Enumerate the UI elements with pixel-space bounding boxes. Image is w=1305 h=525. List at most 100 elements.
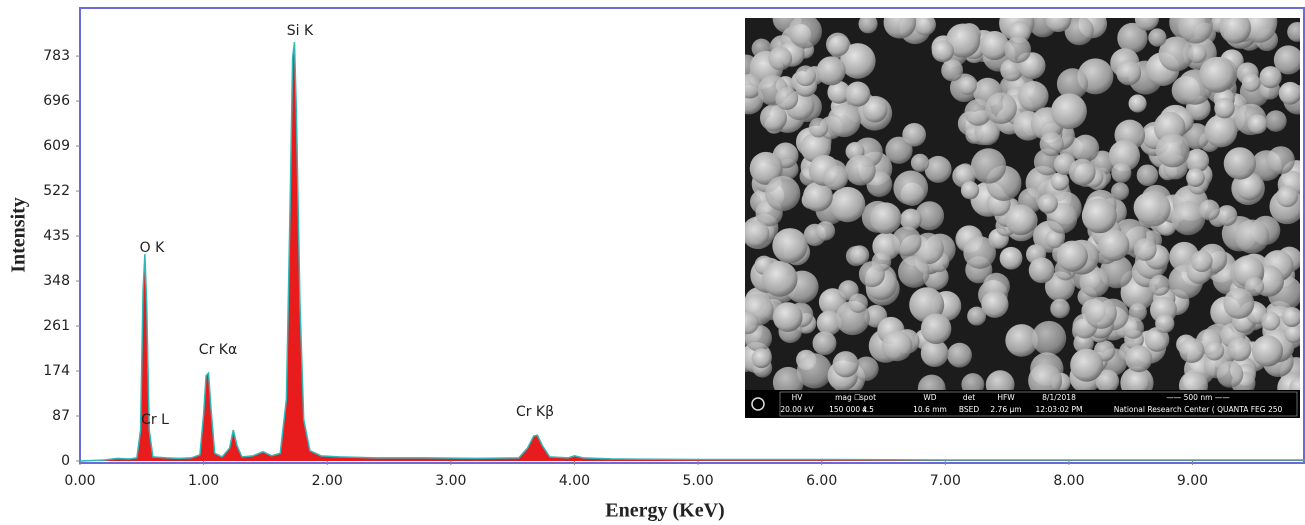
sem-particle <box>1148 28 1166 46</box>
info-value: 4.5 <box>862 405 874 414</box>
sem-particle <box>1149 275 1170 296</box>
sem-particle <box>941 59 963 81</box>
sem-particle <box>914 14 936 36</box>
sem-particle <box>932 40 954 62</box>
sem-particle <box>1223 288 1254 319</box>
sem-particle <box>859 261 885 287</box>
sem-particle <box>1082 198 1117 233</box>
sem-particle <box>893 171 928 206</box>
sem-particle <box>985 92 1017 124</box>
y-axis-label: Intensity <box>8 197 30 273</box>
sem-particle <box>1279 82 1302 105</box>
sem-particle <box>743 221 769 247</box>
peak-label: Cr L <box>141 412 169 428</box>
sem-particle <box>817 56 846 85</box>
sem-particle <box>1051 172 1069 190</box>
sem-particle <box>845 155 876 186</box>
sem-particle <box>1134 238 1157 261</box>
sem-particle <box>1191 250 1213 272</box>
sem-particle <box>1235 220 1269 254</box>
sem-particle <box>882 330 913 361</box>
sem-particle <box>1282 307 1302 327</box>
sem-particle <box>925 156 952 183</box>
x-tick-label: 3.00 <box>435 473 466 489</box>
sem-particle <box>1186 168 1205 187</box>
sem-particle <box>1070 349 1103 382</box>
sem-particle <box>768 47 792 71</box>
sem-particle <box>795 65 816 86</box>
sem-particle <box>971 148 1006 183</box>
peak-label: Cr Kα <box>199 342 237 358</box>
sem-particle <box>1111 163 1131 183</box>
sem-particle <box>1199 200 1220 221</box>
y-tick-label: 261 <box>43 318 70 334</box>
info-value: 10.6 mm <box>913 405 947 414</box>
sem-particle <box>809 118 829 138</box>
sem-particle <box>1178 9 1213 44</box>
sem-particle <box>830 187 865 222</box>
sem-particle <box>963 236 996 269</box>
sem-particle <box>921 314 952 345</box>
sem-particle <box>1248 114 1268 134</box>
sem-particle <box>1261 312 1280 331</box>
sem-particle <box>1252 335 1283 366</box>
sem-particle <box>775 87 798 110</box>
info-label: —— 500 nm —— <box>1166 393 1230 402</box>
sem-particle <box>1135 191 1171 227</box>
sem-particle <box>828 104 861 137</box>
x-tick-label: 8.00 <box>1053 473 1084 489</box>
chart: Intensity Energy (KeV) HV20.00 kVmag ☐15… <box>0 0 1305 525</box>
sem-particle <box>1156 133 1190 167</box>
sem-particle <box>762 261 798 297</box>
sem-particle <box>947 343 972 368</box>
sem-particle <box>1045 6 1071 32</box>
sem-particle <box>1155 314 1174 333</box>
sem-particle <box>1129 94 1147 112</box>
sem-image: HV20.00 kVmag ☐150 000 xspot4.5WD10.6 mm… <box>729 4 1305 418</box>
sem-particle <box>813 331 837 355</box>
sem-particle <box>772 228 807 263</box>
sem-particle <box>1265 110 1287 132</box>
x-tick-label: 4.00 <box>559 473 590 489</box>
sem-particle <box>1214 98 1234 118</box>
sem-particle <box>1276 185 1298 207</box>
sem-particle <box>892 226 922 256</box>
sem-particle <box>1032 321 1067 356</box>
sem-particle <box>981 291 1008 318</box>
sem-particle <box>826 33 850 57</box>
sem-particle <box>1125 345 1152 372</box>
peak-label: Si K <box>287 23 314 39</box>
y-tick-label: 174 <box>43 363 70 379</box>
sem-particle <box>773 302 803 332</box>
sem-particle <box>736 312 758 334</box>
sem-particle <box>850 245 870 265</box>
peak-label: O K <box>140 240 165 256</box>
info-label: HV <box>792 393 804 402</box>
sem-particle <box>1228 337 1252 361</box>
sem-particle <box>1135 6 1159 30</box>
sem-particle <box>911 154 929 172</box>
sem-particle <box>1057 241 1088 272</box>
sem-particle <box>1018 81 1049 112</box>
sem-particle <box>849 294 868 313</box>
y-tick-label: 0 <box>61 453 70 469</box>
y-tick-label: 435 <box>43 228 70 244</box>
y-tick-label: 609 <box>43 138 70 154</box>
sem-particle <box>845 82 870 107</box>
x-tick-label: 1.00 <box>188 473 219 489</box>
sem-particle <box>1242 73 1261 92</box>
sem-particle <box>1000 247 1023 270</box>
sem-particle <box>980 31 1009 60</box>
sem-particle <box>1205 341 1225 361</box>
info-label: HFW <box>997 393 1015 402</box>
sem-particle <box>816 221 835 240</box>
info-value: BSED <box>959 405 980 414</box>
info-value: National Research Center ( QUANTA FEG 25… <box>1114 405 1283 414</box>
sem-particle <box>1005 205 1036 236</box>
sem-particle <box>788 15 822 49</box>
x-axis-label: Energy (KeV) <box>605 500 724 522</box>
info-value: 12:03:02 PM <box>1035 405 1082 414</box>
sem-particle <box>1085 297 1117 329</box>
sem-particle <box>1284 324 1303 343</box>
